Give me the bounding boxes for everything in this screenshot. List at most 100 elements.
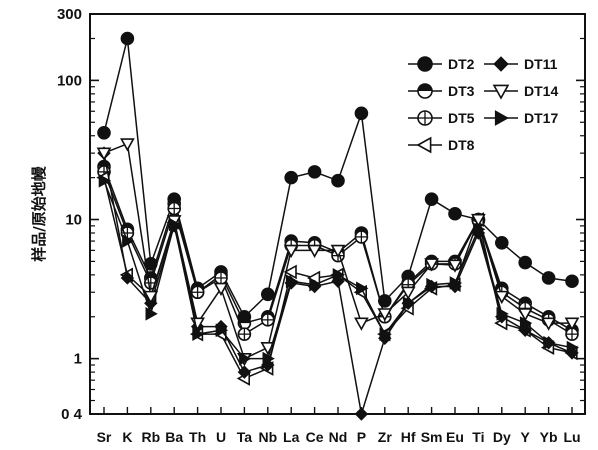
legend-item-dt2: DT2 bbox=[408, 56, 475, 72]
marker-filled-circle bbox=[518, 255, 533, 270]
marker-filled-triangle-right bbox=[379, 327, 392, 341]
marker-filled-triangle-right bbox=[473, 222, 486, 237]
marker-open-triangle-down bbox=[120, 138, 135, 152]
x-tick-label: Ta bbox=[237, 429, 253, 445]
marker-open-triangle-down bbox=[447, 259, 463, 273]
x-tick-label: Ti bbox=[472, 429, 484, 445]
x-tick-label: U bbox=[216, 429, 226, 445]
plot-axes: 300 100 10 1 0 4 样品/原始地幔 Sr K Rb Ba Th U Ta Nb La Ce Nd P… bbox=[30, 6, 586, 445]
x-tick-label: Y bbox=[521, 429, 531, 445]
marker-filled-circle bbox=[331, 173, 345, 188]
legend: DT2 DT3 DT5 DT8 DT11 DT14 DT17 bbox=[408, 56, 558, 154]
x-tick-label: Th bbox=[189, 429, 206, 445]
marker-filled-circle bbox=[120, 31, 135, 46]
marker-filled-triangle-right bbox=[239, 351, 252, 366]
marker-open-triangle-down bbox=[283, 244, 299, 259]
x-tick-label: Lu bbox=[563, 429, 580, 445]
marker-filled-circle bbox=[565, 274, 579, 289]
marker-filled-triangle-right bbox=[426, 277, 439, 292]
marker-filled-triangle-right bbox=[566, 340, 580, 355]
y-tick-label: 0 4 bbox=[61, 406, 83, 423]
marker-open-triangle-down bbox=[471, 213, 486, 228]
y-tick-label: 1 bbox=[74, 351, 82, 368]
marker-filled-circle bbox=[494, 236, 509, 250]
marker-open-triangle-down bbox=[400, 286, 416, 300]
marker-filled-diamond bbox=[120, 271, 135, 285]
series-layer bbox=[96, 31, 580, 421]
marker-filled-triangle-right bbox=[332, 268, 346, 282]
legend-item-dt17: DT17 bbox=[484, 110, 558, 126]
legend-item-dt8: DT8 bbox=[408, 136, 475, 154]
marker-filled-circle bbox=[284, 170, 299, 185]
series-dt14 bbox=[96, 138, 580, 367]
marker-filled-triangle-right bbox=[519, 316, 533, 330]
marker-half-fill bbox=[519, 297, 532, 304]
legend-label: DT5 bbox=[448, 110, 475, 126]
y-axis-label: 样品/原始地幔 bbox=[30, 165, 48, 261]
marker-filled-circle bbox=[354, 106, 369, 121]
x-tick-label: Nb bbox=[258, 429, 277, 445]
marker-filled-triangle-right bbox=[543, 335, 556, 350]
marker-filled-diamond bbox=[354, 407, 369, 421]
legend-label: DT3 bbox=[448, 83, 475, 99]
marker-open-triangle-down bbox=[541, 317, 556, 331]
x-tick-label: Sr bbox=[97, 429, 112, 445]
marker-open-triangle-down bbox=[143, 290, 159, 305]
legend-item-dt3: DT3 bbox=[408, 83, 475, 99]
marker-open-triangle-down bbox=[494, 290, 510, 305]
marker-filled-circle bbox=[541, 271, 556, 285]
marker-open-triangle-left bbox=[283, 264, 297, 280]
x-tick-label: Eu bbox=[446, 429, 464, 445]
x-tick-label: Dy bbox=[493, 429, 511, 445]
marker-filled-circle bbox=[448, 206, 462, 221]
series-dt17 bbox=[98, 173, 580, 366]
marker-open-triangle-down bbox=[96, 147, 112, 161]
y-tick-label: 300 bbox=[57, 6, 82, 23]
marker-filled-triangle-right bbox=[215, 323, 229, 338]
legend-item-dt14: DT14 bbox=[484, 83, 558, 100]
legend-item-dt11: DT11 bbox=[484, 56, 558, 72]
legend-label: DT2 bbox=[448, 56, 475, 72]
marker-open-triangle-down bbox=[330, 244, 346, 259]
marker-open-triangle-down bbox=[492, 84, 510, 100]
marker-filled-triangle-right bbox=[145, 306, 158, 321]
marker-filled-triangle-right bbox=[285, 274, 299, 289]
legend-label: DT8 bbox=[448, 137, 475, 153]
y-tick-label: 10 bbox=[65, 212, 82, 229]
marker-half-fill bbox=[418, 84, 432, 91]
marker-filled-circle bbox=[417, 56, 433, 72]
marker-half-fill bbox=[168, 197, 181, 204]
marker-open-triangle-down bbox=[377, 308, 393, 322]
marker-open-triangle-down bbox=[564, 317, 580, 331]
marker-filled-triangle-right bbox=[309, 277, 322, 292]
marker-filled-diamond bbox=[493, 56, 509, 72]
y-tick-label: 100 bbox=[57, 72, 82, 89]
x-tick-label: Zr bbox=[378, 429, 393, 445]
marker-open-triangle-left bbox=[416, 136, 432, 154]
marker-filled-triangle-right bbox=[262, 351, 275, 366]
marker-filled-circle bbox=[307, 165, 322, 179]
marker-filled-triangle-right bbox=[402, 296, 416, 311]
marker-open-triangle-down bbox=[213, 282, 229, 297]
marker-half-fill bbox=[238, 317, 251, 324]
marker-filled-triangle-right bbox=[356, 281, 369, 296]
x-tick-label: K bbox=[122, 429, 132, 445]
marker-open-triangle-down bbox=[354, 317, 369, 331]
marker-filled-triangle-right bbox=[122, 234, 135, 248]
marker-filled-circle bbox=[97, 125, 111, 140]
marker-open-triangle-down bbox=[307, 244, 322, 259]
marker-open-triangle-down bbox=[517, 308, 533, 322]
x-tick-label: Ba bbox=[165, 429, 183, 445]
legend-label: DT11 bbox=[524, 56, 558, 72]
x-tick-label: Ce bbox=[306, 429, 324, 445]
legend-label: DT17 bbox=[524, 110, 558, 126]
marker-filled-triangle-right bbox=[449, 276, 463, 290]
marker-filled-triangle-right bbox=[168, 217, 182, 232]
x-tick-label: Sm bbox=[421, 429, 443, 445]
marker-filled-circle bbox=[424, 192, 439, 206]
legend-item-dt5: DT5 bbox=[408, 110, 475, 126]
plot-frame bbox=[89, 13, 586, 415]
x-tick-label: La bbox=[283, 429, 300, 445]
marker-filled-circle bbox=[260, 287, 275, 302]
